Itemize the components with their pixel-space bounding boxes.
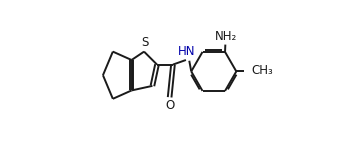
Text: O: O [165, 99, 174, 112]
Text: S: S [141, 36, 149, 49]
Text: CH₃: CH₃ [252, 64, 273, 77]
Text: HN: HN [178, 45, 195, 58]
Text: NH₂: NH₂ [215, 30, 237, 43]
